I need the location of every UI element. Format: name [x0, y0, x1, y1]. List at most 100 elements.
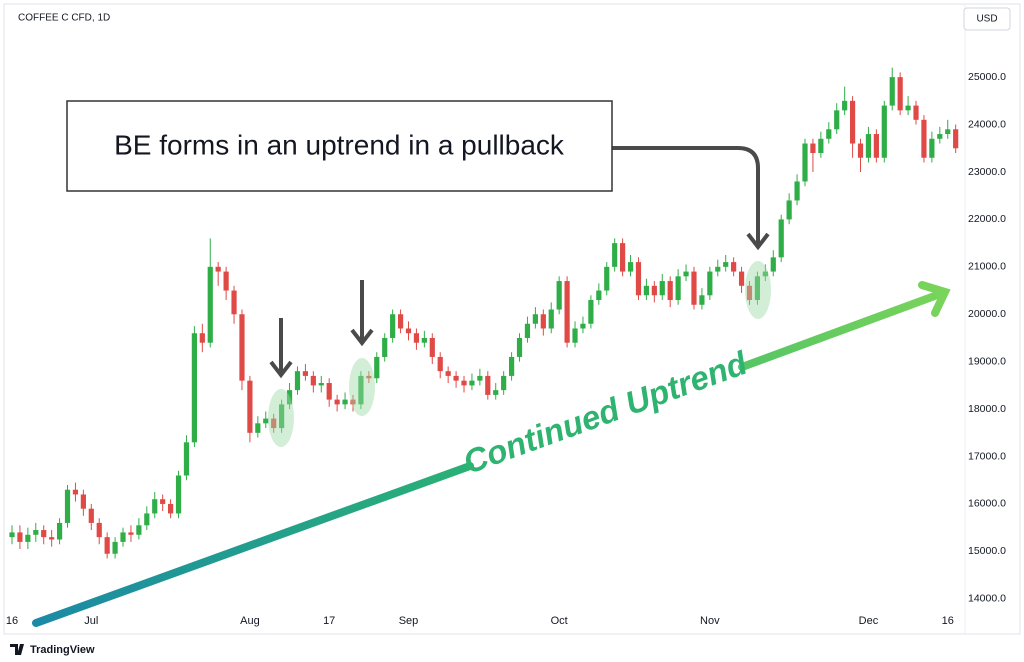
candle-body [683, 271, 689, 277]
candle-body [294, 371, 301, 391]
candle-body [746, 285, 753, 301]
candle-body [445, 371, 451, 376]
candle-body [342, 399, 348, 405]
candle-body [651, 285, 657, 296]
candle-body [842, 100, 848, 111]
candle-body [826, 129, 832, 139]
candle-body [9, 532, 15, 538]
y-tick-label: 23000.0 [968, 166, 1006, 178]
trend-arrow [32, 281, 951, 627]
candle-body [152, 499, 158, 514]
candle-body [754, 276, 761, 301]
currency: USD [976, 14, 997, 25]
candle-body [786, 200, 792, 220]
candle-body [49, 537, 55, 540]
candle-body [548, 309, 554, 329]
candle-body [897, 77, 903, 111]
candle-body [612, 243, 618, 267]
candle-body [263, 418, 269, 424]
candle-body [382, 337, 388, 357]
candle-body [437, 356, 443, 372]
candle-body [215, 266, 221, 272]
candle-body [953, 129, 959, 149]
brand: TradingView [30, 644, 95, 656]
candle-body [643, 285, 649, 296]
candle-body [770, 257, 776, 272]
y-tick-label: 17000.0 [968, 450, 1006, 462]
candle-body [247, 380, 253, 433]
candle-body [580, 323, 586, 329]
y-tick-label: 18000.0 [968, 403, 1006, 415]
candle-body [635, 262, 642, 296]
x-tick-label: Sep [399, 615, 419, 627]
candle-body [794, 181, 800, 201]
candle-body [271, 418, 277, 429]
candle-body [564, 281, 570, 343]
candle-body [691, 271, 697, 305]
y-tick-label: 20000.0 [968, 308, 1006, 320]
x-tick-label: 16 [6, 615, 18, 627]
candle-body [802, 143, 808, 182]
y-tick-label: 16000.0 [968, 498, 1006, 510]
candle-body [310, 375, 316, 386]
candles [9, 67, 959, 559]
candle-body [207, 266, 213, 343]
candle-body [707, 271, 713, 296]
candle-body [390, 314, 396, 338]
candle-body [857, 143, 864, 158]
candle-body [80, 494, 86, 509]
candle-body [865, 134, 872, 158]
callout-box [66, 100, 613, 192]
candle-body [778, 219, 784, 258]
x-tick-label: 17 [323, 615, 335, 627]
x-tick-label: Oct [551, 615, 568, 627]
candle-body [239, 314, 245, 381]
candle-body [937, 134, 943, 139]
candle-body [160, 499, 166, 504]
candle-body [397, 314, 404, 329]
candle-body [738, 271, 745, 286]
y-tick-label: 22000.0 [968, 213, 1006, 225]
candle-body [72, 489, 79, 495]
candle-body [318, 383, 324, 386]
candle-body [144, 513, 150, 526]
candle-body [596, 290, 602, 301]
candle-body [334, 399, 340, 405]
candle-body [913, 105, 919, 120]
x-tick-label: Aug [240, 615, 260, 627]
candle-body [223, 271, 229, 291]
highlight [349, 358, 375, 416]
candle-body [366, 375, 372, 379]
candle-body [168, 503, 174, 514]
candle-body [572, 328, 578, 343]
y-tick-label: 24000.0 [968, 118, 1006, 130]
candle-body [667, 281, 673, 301]
candle-body [620, 243, 626, 272]
currency-box [963, 7, 1011, 31]
candle-body [715, 266, 721, 272]
candle-body [64, 489, 71, 523]
candle-body [421, 337, 427, 343]
candle-body [929, 138, 935, 158]
candle-body [818, 138, 824, 154]
candle-body [659, 281, 665, 296]
y-tick-label: 25000.0 [968, 71, 1006, 83]
candle-body [88, 508, 94, 523]
candle-body [56, 522, 63, 540]
candle-body [699, 295, 705, 305]
candle-body [501, 375, 507, 391]
candle-body [469, 380, 475, 386]
candle-body [136, 525, 142, 535]
candle-body [120, 532, 126, 542]
candle-body [358, 375, 364, 405]
candle-body [104, 537, 110, 554]
highlight [745, 261, 771, 319]
candle-body [524, 323, 531, 338]
candle-body [731, 262, 737, 272]
candle-body [302, 371, 309, 376]
callout-text: BE forms in an uptrend in a pullback [114, 129, 565, 160]
candle-body [762, 271, 768, 277]
x-tick-label: Dec [859, 615, 879, 627]
candle-body [881, 105, 887, 158]
candle-body [493, 390, 499, 395]
